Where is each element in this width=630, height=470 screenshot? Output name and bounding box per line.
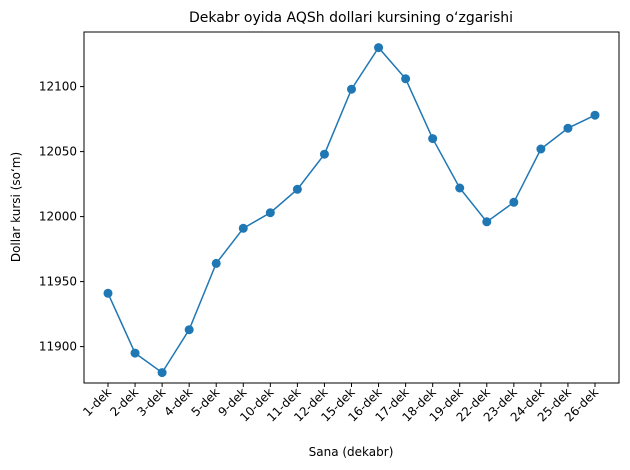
data-point bbox=[347, 84, 356, 94]
x-axis-label: Sana (dekabr) bbox=[309, 445, 394, 459]
x-tick-label: 5-dek bbox=[188, 385, 222, 419]
data-point bbox=[265, 208, 275, 218]
data-point bbox=[157, 368, 167, 378]
x-tick-label: 4-dek bbox=[161, 385, 195, 419]
data-point bbox=[509, 197, 519, 207]
y-tick-label: 11900 bbox=[39, 340, 77, 354]
data-point bbox=[536, 144, 546, 154]
y-tick-label: 12000 bbox=[39, 210, 77, 224]
data-point bbox=[428, 134, 438, 144]
data-point bbox=[238, 223, 248, 233]
data-point bbox=[374, 43, 384, 53]
data-point bbox=[184, 325, 194, 335]
y-tick-label: 12100 bbox=[39, 80, 77, 94]
chart-title: Dekabr oyida AQSh dollari kursining o‘zg… bbox=[189, 10, 513, 26]
data-point bbox=[590, 110, 600, 120]
data-point bbox=[401, 74, 411, 84]
plot-frame bbox=[83, 31, 620, 384]
y-axis-label: Dollar kursi (so‘m) bbox=[9, 152, 23, 262]
data-point bbox=[292, 184, 302, 194]
data-point bbox=[563, 123, 573, 133]
data-point bbox=[211, 258, 221, 268]
data-point bbox=[455, 183, 465, 193]
data-point bbox=[103, 288, 113, 298]
x-tick-label: 3-dek bbox=[134, 385, 168, 419]
x-tick-label: 1-dek bbox=[80, 385, 114, 419]
data-point bbox=[130, 348, 140, 358]
data-point bbox=[319, 149, 329, 159]
data-line bbox=[107, 46, 596, 374]
x-tick-label: 2-dek bbox=[107, 385, 141, 419]
data-point bbox=[482, 217, 492, 227]
y-tick-label: 11950 bbox=[39, 275, 77, 289]
y-tick-label: 12050 bbox=[39, 145, 77, 159]
